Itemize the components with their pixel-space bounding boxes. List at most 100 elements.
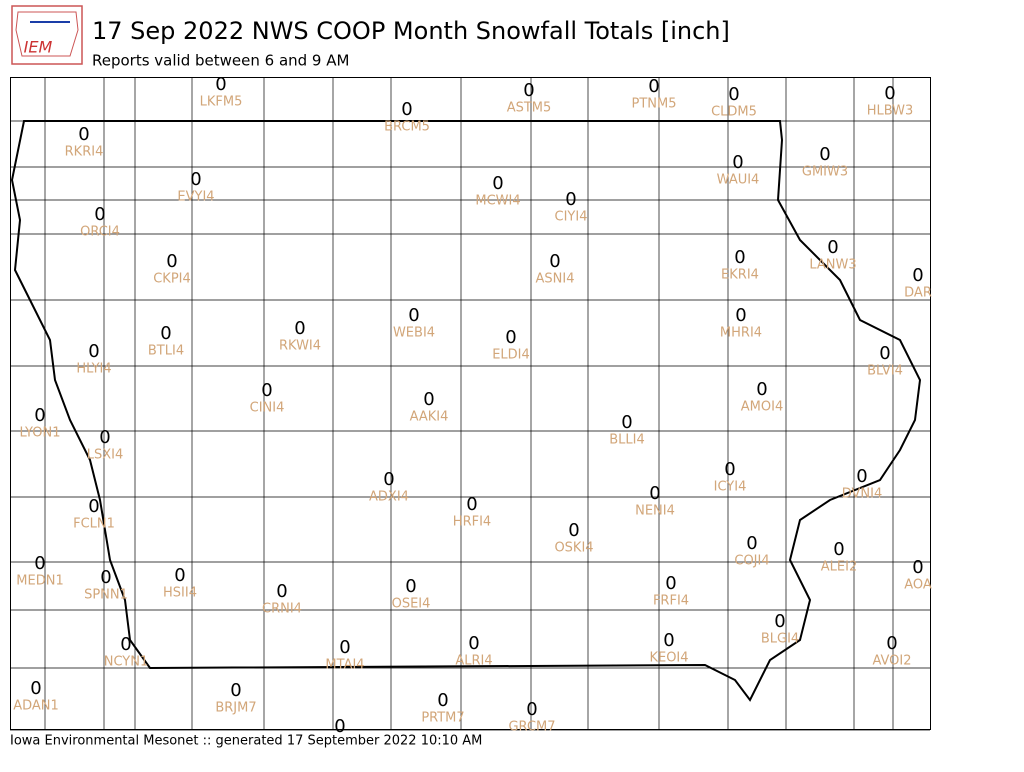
title: 17 Sep 2022 NWS COOP Month Snowfall Tota… [92, 17, 730, 45]
station-value: 0 [912, 265, 923, 286]
station-label: WEBI4 [393, 326, 435, 341]
station-label: GMIW3 [802, 165, 848, 180]
station-value: 0 [735, 305, 746, 326]
station-value: 0 [294, 318, 305, 339]
station-label: MEDN1 [16, 574, 63, 589]
station-label: MCWI4 [475, 194, 520, 209]
station-value: 0 [884, 83, 895, 104]
station-value: 0 [886, 633, 897, 654]
station-label: LSXI4 [87, 448, 124, 463]
station-value: 0 [665, 573, 676, 594]
station-value: 0 [100, 567, 111, 588]
station-value: 0 [261, 380, 272, 401]
station-label: FRFI4 [653, 594, 689, 609]
station-label: WAUI4 [717, 173, 760, 188]
station-label: BLLI4 [609, 433, 645, 448]
station-label: BRCM5 [384, 120, 430, 135]
station-label: AMOI4 [741, 400, 783, 415]
station-value: 0 [276, 581, 287, 602]
station-value: 0 [230, 680, 241, 701]
station-value: 0 [734, 247, 745, 268]
station-value: 0 [88, 341, 99, 362]
station-value: 0 [99, 427, 110, 448]
station-label: ADXI4 [369, 490, 409, 505]
station-value: 0 [568, 520, 579, 541]
station-label: BLVI4 [867, 364, 903, 379]
station-value: 0 [912, 557, 923, 578]
station-value: 0 [468, 633, 479, 654]
station-value: 0 [774, 611, 785, 632]
station-label: KEOI4 [649, 651, 688, 666]
station-label: EVYI4 [177, 190, 214, 205]
station-label: HRFI4 [453, 515, 491, 530]
station-label: MTAI4 [325, 658, 364, 673]
station-value: 0 [88, 496, 99, 517]
station-label: EKRI4 [721, 268, 759, 283]
station-label: CIYI4 [555, 210, 588, 225]
station-value: 0 [526, 699, 537, 720]
station-label: GRCM7 [508, 720, 555, 735]
station-label: CINI4 [250, 401, 285, 416]
station-label: MHRI4 [720, 326, 762, 341]
station-label: RKRI4 [65, 145, 104, 160]
station-value: 0 [174, 565, 185, 586]
station-label: AOA [904, 578, 932, 593]
station-value: 0 [160, 323, 171, 344]
station-value: 0 [383, 469, 394, 490]
station-label: CKPI4 [153, 272, 191, 287]
station-label: OSKI4 [554, 541, 593, 556]
station-label: SPNN1 [84, 588, 128, 603]
logo-text: IEM [24, 38, 53, 57]
station-label: HLBW3 [867, 104, 914, 119]
station-label: ORCI4 [80, 225, 120, 240]
station-label: ADAN1 [13, 699, 59, 714]
station-value: 0 [523, 80, 534, 101]
station-label: HLYI4 [76, 362, 111, 377]
station-value: 0 [466, 494, 477, 515]
station-label: PTNM5 [632, 97, 677, 112]
station-value: 0 [856, 466, 867, 487]
station-value: 0 [663, 630, 674, 651]
station-label: BTLI4 [148, 344, 184, 359]
station-label: BRJM7 [215, 701, 256, 716]
station-value: 0 [728, 84, 739, 105]
station-value: 0 [30, 678, 41, 699]
station-label: ALRI4 [455, 654, 492, 669]
station-label: HSII4 [163, 586, 197, 601]
station-value: 0 [78, 124, 89, 145]
station-value: 0 [215, 74, 226, 95]
station-value: 0 [879, 343, 890, 364]
county-lines [10, 77, 930, 731]
station-label: DVNI4 [842, 487, 883, 502]
station-value: 0 [648, 76, 659, 97]
station-value: 0 [827, 237, 838, 258]
station-label: DAR [904, 286, 932, 301]
station-label: LANW3 [809, 258, 856, 273]
station-label: OSEI4 [392, 597, 431, 612]
station-label: ASTM5 [507, 101, 552, 116]
station-label: PRTM7 [421, 711, 464, 726]
station-value: 0 [732, 152, 743, 173]
station-value: 0 [190, 169, 201, 190]
station-label: BLGI4 [761, 632, 799, 647]
station-value: 0 [492, 173, 503, 194]
station-value: 0 [334, 716, 345, 737]
station-value: 0 [437, 690, 448, 711]
station-value: 0 [120, 634, 131, 655]
station-value: 0 [401, 99, 412, 120]
station-value: 0 [34, 405, 45, 426]
station-value: 0 [819, 144, 830, 165]
state-border [10, 120, 922, 702]
station-value: 0 [505, 327, 516, 348]
station-label: CRNI4 [262, 602, 302, 617]
station-value: 0 [339, 637, 350, 658]
map-frame [10, 77, 931, 730]
station-value: 0 [621, 412, 632, 433]
station-value: 0 [408, 305, 419, 326]
station-label: ELDI4 [492, 348, 530, 363]
station-label: NCYN1 [104, 655, 149, 670]
station-value: 0 [746, 533, 757, 554]
